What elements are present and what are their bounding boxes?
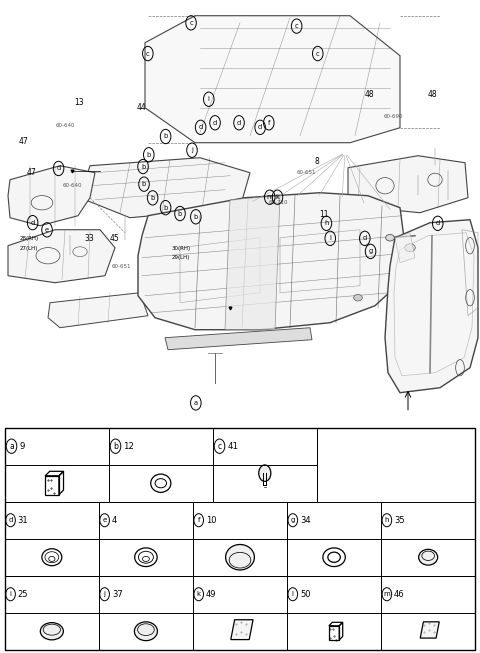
Text: 11: 11 (319, 210, 329, 219)
Polygon shape (225, 196, 280, 330)
Text: b: b (147, 151, 151, 158)
Polygon shape (165, 328, 312, 350)
Text: m: m (384, 591, 390, 597)
Text: 25: 25 (18, 590, 28, 599)
Polygon shape (138, 193, 405, 330)
Text: d: d (436, 220, 440, 227)
Text: c: c (189, 20, 193, 26)
Text: i: i (208, 96, 210, 103)
Text: 60-690: 60-690 (384, 114, 404, 119)
Text: 49: 49 (206, 590, 216, 599)
Ellipse shape (386, 234, 395, 241)
Text: d: d (363, 235, 367, 242)
Text: e: e (45, 227, 49, 233)
Text: b: b (194, 214, 198, 220)
Text: 34: 34 (300, 516, 311, 525)
Text: 60-651: 60-651 (112, 264, 132, 269)
Text: c: c (295, 23, 299, 29)
Text: k: k (276, 194, 279, 200)
Text: 48: 48 (365, 90, 374, 99)
Text: e: e (103, 517, 107, 523)
Text: g: g (369, 248, 372, 255)
Polygon shape (145, 16, 400, 143)
Text: 60-640: 60-640 (62, 183, 82, 188)
Text: 60-651: 60-651 (297, 170, 316, 175)
Polygon shape (80, 158, 250, 217)
Text: f: f (268, 119, 270, 126)
Text: 48: 48 (427, 90, 437, 99)
Text: d: d (213, 119, 217, 126)
Text: 12: 12 (123, 441, 134, 451)
Text: 47: 47 (26, 168, 36, 177)
Text: b: b (164, 204, 168, 211)
Ellipse shape (226, 545, 254, 570)
Text: f: f (197, 517, 200, 523)
Text: d: d (31, 219, 35, 226)
Text: m: m (266, 194, 273, 200)
Polygon shape (394, 232, 474, 375)
Text: 10: 10 (206, 516, 216, 525)
Polygon shape (395, 232, 415, 263)
Text: k: k (197, 591, 201, 597)
Text: 13: 13 (74, 98, 84, 107)
Ellipse shape (354, 295, 362, 301)
Text: 41: 41 (227, 441, 238, 451)
Text: a: a (9, 441, 14, 451)
Polygon shape (8, 166, 95, 226)
Text: b: b (141, 163, 145, 170)
Polygon shape (8, 230, 115, 283)
Polygon shape (348, 155, 468, 213)
Text: j: j (191, 147, 193, 153)
Ellipse shape (419, 549, 438, 565)
Text: d: d (237, 119, 241, 126)
Polygon shape (420, 622, 439, 638)
Circle shape (259, 465, 271, 481)
Text: 50: 50 (300, 590, 311, 599)
Text: b: b (164, 133, 168, 140)
Text: c: c (146, 50, 150, 57)
Text: 30(RH): 30(RH) (172, 246, 191, 251)
Text: c: c (217, 441, 222, 451)
Text: a: a (194, 400, 198, 406)
Text: 60-710: 60-710 (269, 200, 288, 205)
Text: 29(LH): 29(LH) (172, 255, 190, 261)
Text: 35: 35 (394, 516, 405, 525)
Text: 28(RH): 28(RH) (19, 236, 38, 242)
Text: l: l (292, 591, 294, 597)
Text: 47: 47 (18, 137, 28, 146)
Ellipse shape (134, 622, 157, 641)
Text: i: i (10, 591, 12, 597)
Text: d: d (8, 517, 13, 523)
Text: b: b (113, 441, 118, 451)
Ellipse shape (405, 244, 415, 251)
Text: 33: 33 (84, 234, 94, 244)
Ellipse shape (40, 622, 63, 640)
Text: b: b (178, 210, 182, 217)
Text: 44: 44 (137, 103, 146, 112)
Text: 8: 8 (314, 157, 319, 167)
Text: 9: 9 (19, 441, 24, 451)
Text: 4: 4 (112, 516, 117, 525)
Text: 45: 45 (109, 234, 119, 244)
Text: l: l (329, 235, 331, 242)
Text: 46: 46 (394, 590, 405, 599)
Text: j: j (104, 591, 106, 597)
Text: 27(LH): 27(LH) (19, 246, 37, 251)
Text: d: d (258, 124, 262, 131)
Text: c: c (316, 50, 320, 57)
Text: h: h (384, 517, 389, 523)
Text: d: d (199, 124, 203, 131)
Polygon shape (231, 620, 253, 639)
Text: 60-640: 60-640 (55, 123, 75, 128)
Polygon shape (48, 293, 148, 328)
Text: h: h (324, 220, 328, 227)
Text: d: d (57, 165, 60, 172)
Text: 37: 37 (112, 590, 122, 599)
Text: b: b (151, 195, 155, 201)
Text: b: b (142, 181, 146, 187)
Bar (5, 428, 475, 650)
Text: 31: 31 (18, 516, 28, 525)
Text: g: g (290, 517, 295, 523)
Polygon shape (385, 219, 478, 392)
